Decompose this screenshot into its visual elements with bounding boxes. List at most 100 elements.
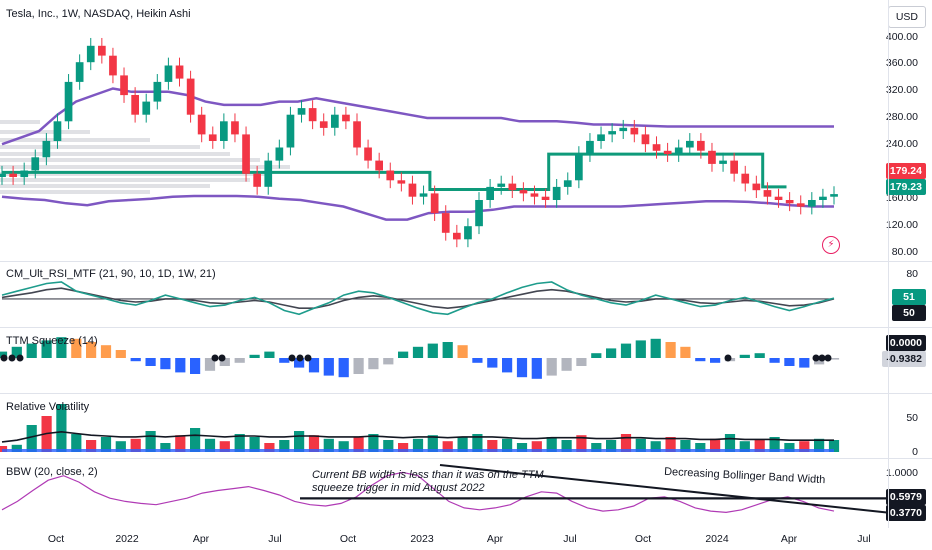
candle-body [541,196,550,200]
ttm-bar [680,346,691,358]
ttm-bar [368,358,379,370]
rv-bar [695,443,706,452]
ttm-squeeze-dot [288,354,296,362]
ttm-bar [71,338,82,358]
ttm-bar [531,358,542,379]
currency-selector[interactable]: USD [887,6,926,28]
ttm-bar [635,340,646,358]
candle-body [641,134,650,145]
candle-body [441,213,450,233]
ttm-bar [799,358,810,368]
time-tick-oct-2023: Oct [634,533,652,545]
bb-upper-badge: 179.24 [885,163,926,179]
ttm-bar [353,358,364,374]
rv-tick-50: 50 [906,412,918,424]
candle-body [242,134,250,174]
rv-bar [754,440,765,452]
ttm-bar [115,350,126,358]
candle-body [497,183,506,187]
ttm-bar [398,351,409,358]
ttm-squeeze-dot [296,354,304,362]
panel-divider-1[interactable] [0,261,932,262]
rv-bar [56,404,67,452]
rv-bar [71,434,82,452]
ttm-bar [175,358,186,373]
ttm-bar [710,358,721,363]
candle-body [264,160,273,187]
lightning-icon[interactable]: ⚡ [822,236,840,254]
candle-body [53,121,62,141]
time-tick-jul-2022: Jul [268,533,282,545]
ttm-bar [145,358,156,366]
panel-divider-3[interactable] [0,393,932,394]
bbw-panel-title: BBW (20, close, 2) [6,466,98,478]
ttm-squeeze-dot [0,354,8,362]
time-tick-2022: 2022 [115,533,139,545]
candle-body [630,127,639,135]
volume-profile-bar [0,172,270,176]
ttm-bar [26,343,37,358]
bb-upper-line [1,87,834,146]
ttm-bar [308,358,320,373]
rv-bar [398,443,409,452]
candle-body [552,186,561,200]
bb-lower-line [1,194,834,221]
rsi-signal-line [1,287,835,310]
candle-body [486,186,494,200]
candle-body [686,140,694,148]
ttm-bar [814,358,825,365]
candle-body [131,95,139,115]
candle-body [353,121,361,148]
candle-body [253,173,261,187]
candle-body [0,173,6,177]
bbw-badge-low: 0.3770 [885,505,926,521]
time-tick-2024: 2024 [705,533,729,545]
price-tick-160: 160.00 [885,192,918,204]
volume-profile-bar [0,190,150,194]
panel-divider-4[interactable] [0,458,932,459]
candle-body [175,65,184,79]
volume-profile-bar [0,184,210,188]
candle-body [719,160,727,164]
rsi-panel-title: CM_Ult_RSI_MTF (21, 90, 10, 1D, 1W, 21) [6,268,216,280]
rv-bar [145,431,156,452]
candle-body [142,101,151,115]
candle-body [563,180,572,187]
rv-bar [828,440,840,452]
ttm-squeeze-dot [304,354,312,362]
rv-bar [457,437,468,452]
rv-bar [249,437,260,452]
rv-bar [591,443,602,452]
price-tick-80: 80.00 [891,246,918,258]
ttm-bar [190,358,201,374]
price-tick-400: 400.00 [885,31,918,43]
last-price-badge: 179.23 [885,179,926,195]
price-tick-120: 120.00 [885,219,918,231]
ttm-bar [457,345,468,358]
volume-profile-bar [0,138,150,142]
rv-bar [279,440,290,452]
rv-bar [769,437,780,452]
rv-bar [100,437,112,452]
candle-body [796,203,805,207]
volume-profile-bar [0,145,200,149]
candle-body [364,147,372,161]
rv-bar [234,434,245,452]
ttm-bar [828,358,840,360]
bbw-badge-high: 0.5979 [885,489,926,505]
candle-body [86,45,95,63]
time-tick-apr-2022: Apr [192,533,210,545]
ttm-bar [606,348,617,358]
volume-profile-bar [0,152,230,156]
ttm-bar [472,358,483,363]
ttm-bar [665,342,676,358]
rv-bar [442,441,453,452]
candle-body [752,183,761,191]
ttm-bar [412,346,424,358]
candle-body [75,62,84,82]
ttm-bar [160,358,171,370]
panel-divider-2[interactable] [0,327,932,328]
candle-body [530,193,539,197]
time-tick-jul-2023: Jul [563,533,577,545]
